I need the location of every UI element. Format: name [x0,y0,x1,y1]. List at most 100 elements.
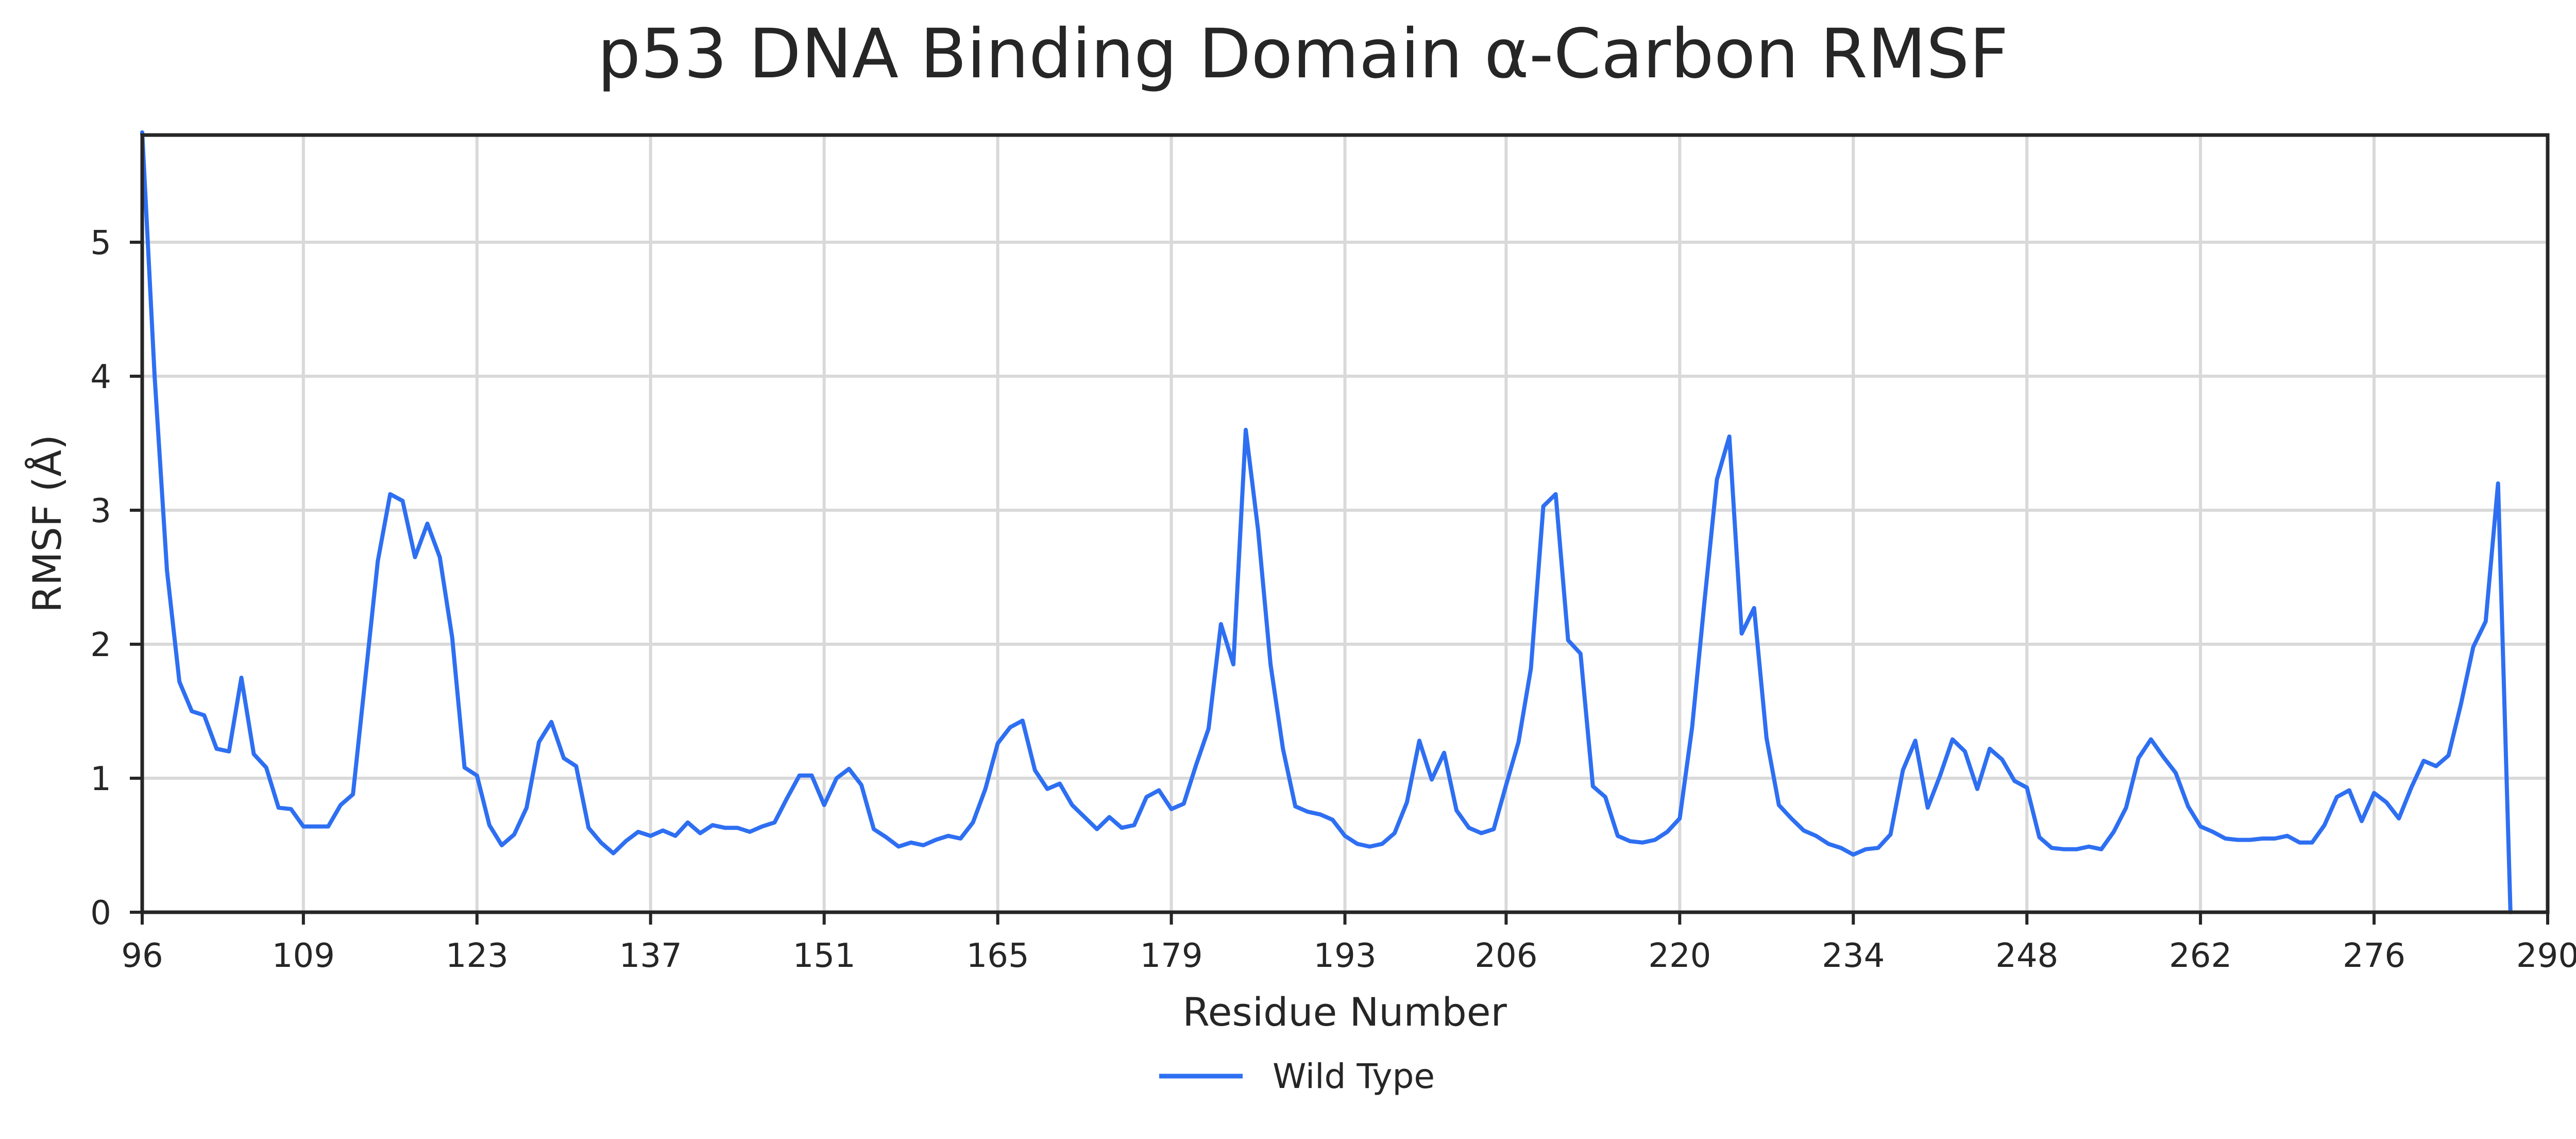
data-point [402,500,403,501]
data-point [2237,840,2238,841]
data-point [526,807,527,808]
data-point [1543,506,1544,507]
y-tick-label: 0 [90,894,111,932]
data-point [427,523,428,524]
data-point [154,376,155,377]
data-point [2063,849,2064,850]
data-point [947,835,948,836]
x-tick-label: 276 [2343,937,2405,975]
data-point [2299,842,2300,843]
series-layer [140,130,2513,914]
data-point [2101,849,2102,850]
data-point [452,637,453,638]
data-point [389,494,391,495]
data-point [204,715,205,716]
data-point [1196,764,1197,765]
data-point [2076,849,2077,850]
y-tick-label: 1 [90,760,111,798]
data-point [241,677,242,678]
data-point [1171,809,1172,810]
data-point [687,822,688,823]
data-point [1245,429,1246,430]
data-point [2089,846,2090,847]
series-line-wild-type [140,130,2513,914]
data-point [1270,664,1271,665]
data-point [1791,818,1792,819]
data-point [2188,806,2189,807]
data-point [365,677,366,678]
data-point [1704,601,1705,602]
x-tick-label: 123 [446,937,509,975]
data-point [1345,835,1346,836]
data-point [439,557,440,558]
data-point [2312,842,2313,843]
data-point [377,561,378,562]
x-tick-label: 206 [1475,937,1537,975]
data-point [1357,843,1358,844]
data-point [2225,838,2226,839]
data-point [1233,664,1234,665]
data-point [675,835,676,836]
data-point [179,681,180,682]
data-point [2175,773,2176,774]
x-tick-label: 262 [2169,937,2232,975]
data-point [2287,835,2288,836]
data-point [1927,807,1928,808]
plot-frame [140,133,2550,914]
data-point [2473,646,2474,647]
data-point [1258,530,1259,531]
data-point [849,768,850,769]
data-point [1667,831,1668,832]
data-point [1679,818,1680,819]
x-tick-label: 165 [967,937,1029,975]
data-point [886,836,887,837]
data-point [1630,841,1631,842]
data-point [972,822,973,823]
data-point [1307,811,1308,812]
data-point [266,767,267,768]
data-point [2200,826,2201,827]
data-point [1717,479,1718,480]
data-point [2026,787,2027,788]
data-point [638,831,639,832]
data-point [712,825,713,826]
data-point [575,766,577,767]
data-point [1691,727,1692,728]
data-point [663,830,664,831]
x-tick-label: 220 [1648,937,1711,975]
data-point [414,557,415,558]
data-point [1580,653,1581,654]
y-axis-label: RMSF (Å) [24,434,70,613]
data-point [1816,835,1817,836]
data-point [650,835,651,836]
data-point [1084,816,1085,817]
data-point [1890,834,1891,835]
data-point [2448,755,2449,756]
data-point [303,826,304,827]
x-tick-label: 234 [1822,937,1885,975]
data-point [1754,608,1755,609]
x-tick-label: 193 [1313,937,1376,975]
data-point [253,753,255,755]
data-point [799,775,800,776]
data-point [600,842,601,843]
data-point [1828,843,1829,844]
x-axis-ticks: 96 109 123 137 151 165 179 193 206 220 234 248 262 27… [121,912,2576,975]
legend-label-wild-type: Wild Type [1273,1057,1435,1096]
data-point [1059,783,1060,784]
data-point [1295,806,1296,807]
data-point [985,789,986,790]
data-point [1158,790,1159,791]
data-point [216,748,217,749]
y-axis-ticks: 0 1 2 3 4 5 [90,224,142,932]
data-point [1468,827,1469,828]
data-point [1840,847,1841,848]
y-tick-label: 5 [90,224,111,262]
data-point [1778,805,1780,806]
data-point [774,822,775,823]
data-point [1555,494,1556,495]
data-point [2113,831,2114,832]
data-point [464,767,465,768]
data-point [514,834,515,835]
